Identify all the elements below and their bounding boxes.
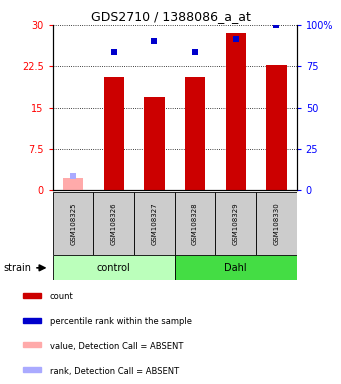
- Bar: [185, 77, 205, 190]
- Text: rank, Detection Call = ABSENT: rank, Detection Call = ABSENT: [50, 367, 179, 376]
- Text: count: count: [50, 292, 73, 301]
- Bar: [175, 255, 297, 280]
- Text: GSM108327: GSM108327: [151, 202, 158, 245]
- Bar: [93, 192, 134, 255]
- Bar: [53, 192, 93, 255]
- Bar: [225, 33, 246, 190]
- Bar: [24, 293, 42, 298]
- Bar: [63, 178, 83, 190]
- Bar: [175, 192, 216, 255]
- Text: GSM108326: GSM108326: [111, 202, 117, 245]
- Bar: [104, 77, 124, 190]
- Text: strain: strain: [3, 263, 31, 273]
- Bar: [256, 192, 297, 255]
- Text: Dahl: Dahl: [224, 263, 247, 273]
- Text: control: control: [97, 263, 131, 273]
- Text: GSM108328: GSM108328: [192, 202, 198, 245]
- Text: GSM108330: GSM108330: [273, 202, 279, 245]
- Bar: [134, 192, 175, 255]
- Bar: [24, 367, 42, 372]
- Bar: [24, 343, 42, 348]
- Text: GDS2710 / 1388086_a_at: GDS2710 / 1388086_a_at: [91, 10, 250, 23]
- Bar: [24, 318, 42, 323]
- Text: GSM108329: GSM108329: [233, 202, 239, 245]
- Bar: [53, 255, 175, 280]
- Text: value, Detection Call = ABSENT: value, Detection Call = ABSENT: [50, 342, 183, 351]
- Bar: [144, 96, 165, 190]
- Text: percentile rank within the sample: percentile rank within the sample: [50, 317, 192, 326]
- Bar: [266, 65, 286, 190]
- Text: GSM108325: GSM108325: [70, 202, 76, 245]
- Bar: [216, 192, 256, 255]
